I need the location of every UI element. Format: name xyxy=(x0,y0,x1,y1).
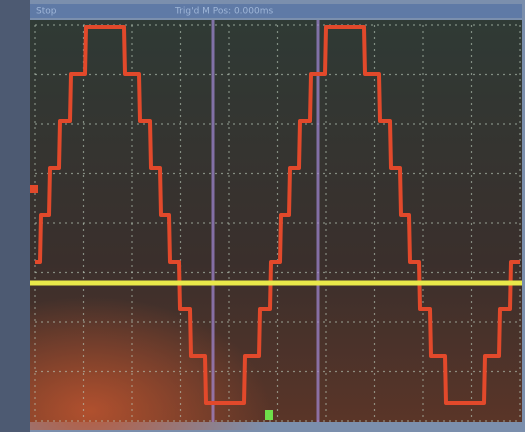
trigger-text: Trig'd M Pos: 0.000ms xyxy=(174,7,273,17)
status-bar xyxy=(30,4,522,18)
oscilloscope-photo: Stop Trig'd M Pos: 0.000ms xyxy=(0,0,525,432)
page: Stop Trig'd M Pos: 0.000ms (() => { cons… xyxy=(0,0,525,432)
trigger-marker xyxy=(265,410,273,420)
bezel-edge xyxy=(0,0,30,432)
channel-1-marker xyxy=(30,185,38,193)
status-text: Stop xyxy=(36,7,57,17)
